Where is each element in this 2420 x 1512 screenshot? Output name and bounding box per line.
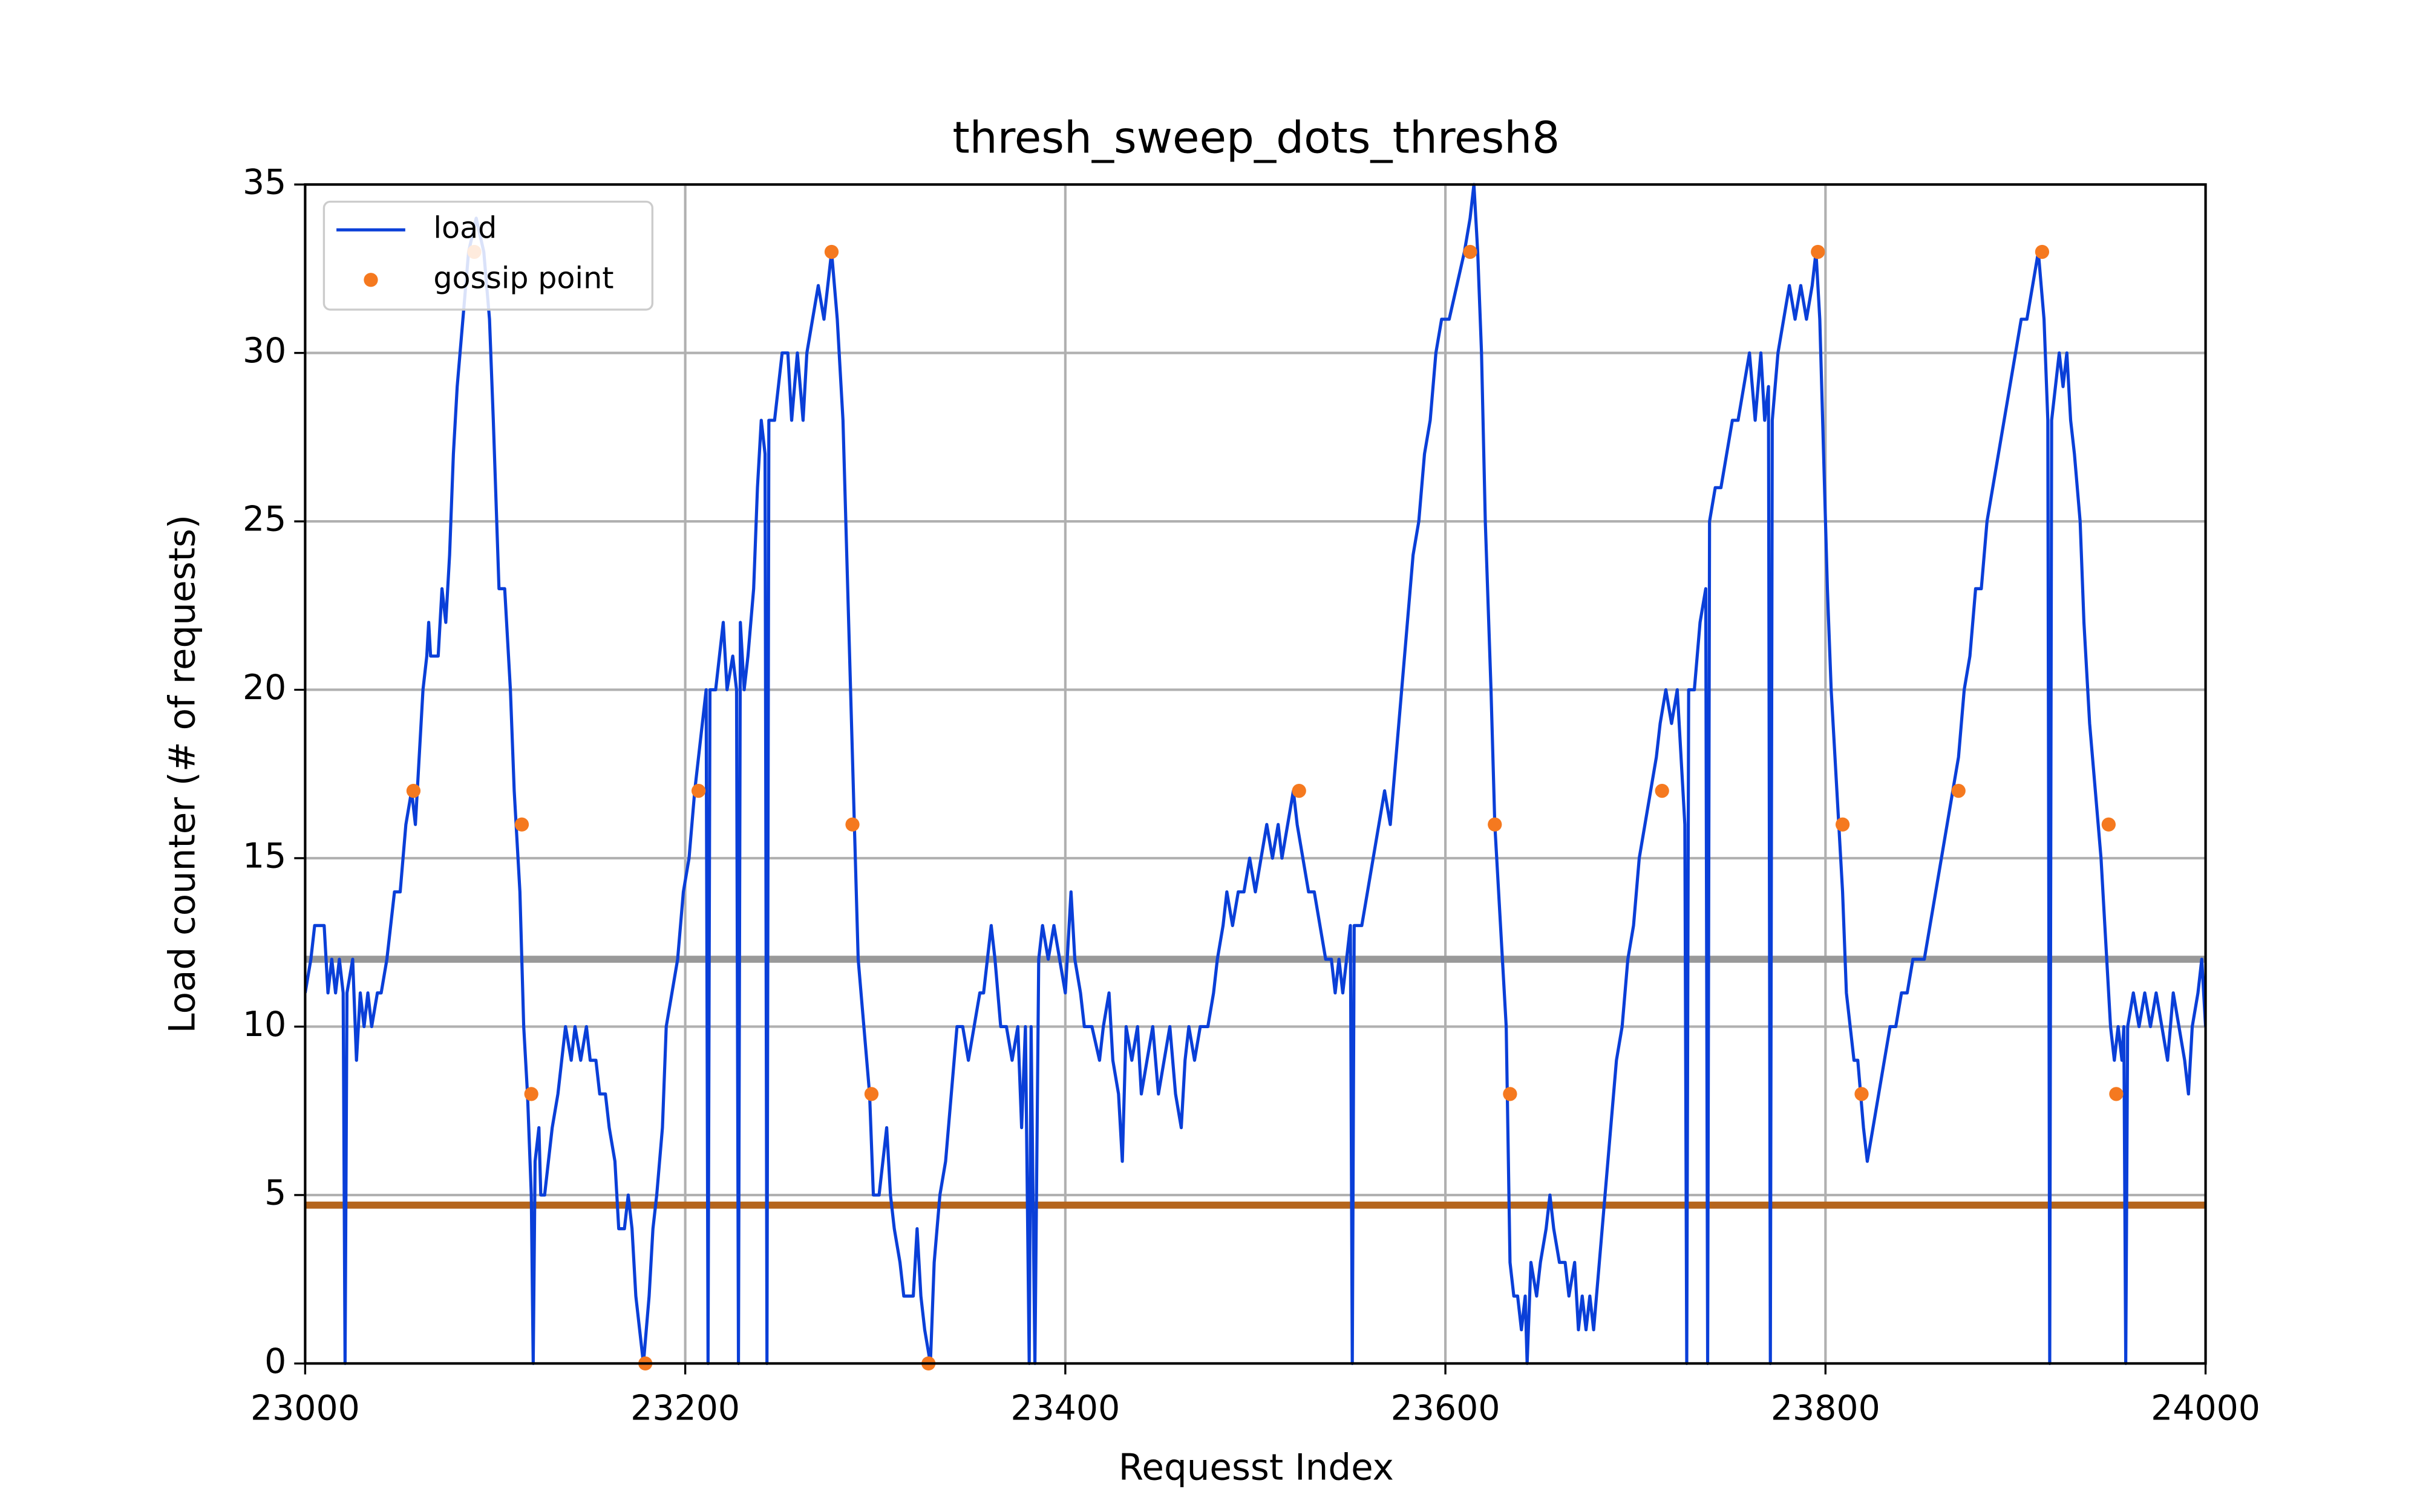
y-tick-label: 15 bbox=[243, 836, 286, 876]
y-tick-label: 5 bbox=[264, 1173, 286, 1213]
y-axis-label: Load counter (# of requests) bbox=[162, 515, 203, 1033]
gossip-point bbox=[1951, 783, 1966, 798]
gossip-point bbox=[845, 817, 860, 832]
gossip-point bbox=[824, 244, 839, 259]
x-tick-label: 23200 bbox=[630, 1389, 740, 1429]
gossip-point bbox=[1292, 783, 1306, 798]
x-tick-label: 23400 bbox=[1010, 1389, 1120, 1429]
y-tick-label: 0 bbox=[264, 1341, 286, 1381]
gossip-point bbox=[2035, 244, 2050, 259]
gossip-point bbox=[1503, 1087, 1517, 1101]
y-tick-label: 25 bbox=[243, 500, 286, 539]
gossip-point bbox=[524, 1087, 538, 1101]
gossip-point bbox=[2109, 1087, 2124, 1101]
y-tick-label: 10 bbox=[243, 1005, 286, 1044]
plot-frame bbox=[304, 183, 2207, 1365]
gossip-point bbox=[1835, 817, 1850, 832]
x-tick-label: 23600 bbox=[1391, 1389, 1500, 1429]
gossip-point bbox=[2101, 817, 2116, 832]
gossip-point bbox=[1463, 244, 1477, 259]
gossip-point bbox=[1811, 244, 1825, 259]
y-tick-label: 30 bbox=[243, 331, 286, 371]
gossip-point bbox=[1655, 783, 1669, 798]
legend-label: gossip point bbox=[433, 260, 613, 295]
gossip-point bbox=[1854, 1087, 1869, 1101]
chart-title: thresh_sweep_dots_thresh8 bbox=[952, 113, 1560, 164]
legend-label: load bbox=[433, 210, 497, 246]
gossip-point bbox=[406, 783, 421, 798]
gossip-point bbox=[864, 1087, 879, 1101]
load-line bbox=[305, 183, 2206, 1365]
legend-box bbox=[322, 200, 654, 311]
x-tick-label: 24000 bbox=[2151, 1389, 2260, 1429]
x-tick-label: 23800 bbox=[1771, 1389, 1880, 1429]
x-tick-label: 23000 bbox=[250, 1389, 360, 1429]
x-axis-label: Requesst Index bbox=[1119, 1447, 1394, 1488]
gossip-point bbox=[1488, 817, 1502, 832]
gossip-point bbox=[514, 817, 529, 832]
legend-swatch bbox=[364, 273, 378, 287]
y-tick-label: 35 bbox=[243, 163, 286, 203]
y-tick-label: 20 bbox=[243, 668, 286, 708]
gossip-point bbox=[691, 783, 706, 798]
